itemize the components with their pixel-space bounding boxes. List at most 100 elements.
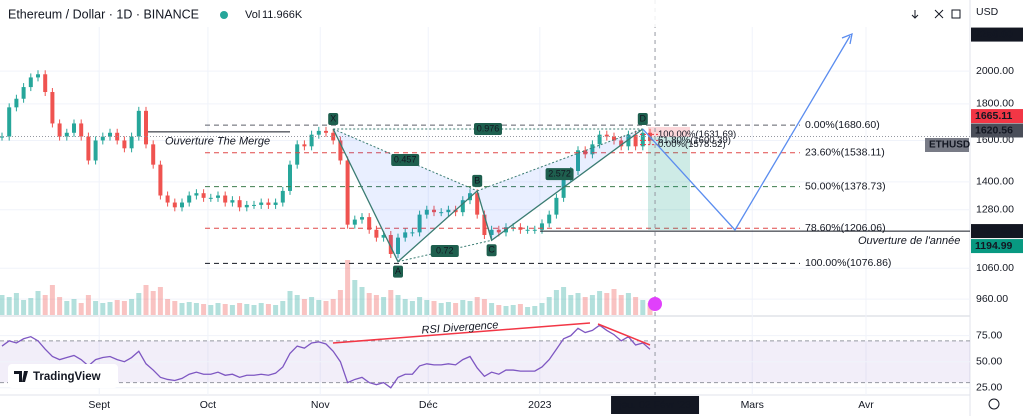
volume-bar [417, 297, 423, 315]
icon-close[interactable] [934, 9, 944, 19]
logo-icon [14, 371, 28, 382]
volume-bar [582, 297, 588, 315]
candle [511, 227, 516, 229]
candle [619, 140, 624, 147]
candle [388, 234, 393, 254]
candle [50, 92, 55, 124]
ratio-box [430, 244, 459, 257]
candle [482, 214, 487, 235]
volume-bar [510, 305, 516, 315]
candle [129, 136, 134, 149]
logo-box [8, 364, 118, 388]
price-label-box [971, 27, 1023, 42]
volume-bar [381, 297, 387, 315]
candle [367, 217, 372, 230]
volume-bar [64, 301, 70, 315]
cursor-box [611, 396, 700, 414]
volume-bar [625, 293, 631, 315]
candle [43, 74, 48, 93]
projection [642, 32, 853, 232]
volume-bar [618, 295, 624, 315]
candle [252, 204, 256, 206]
rsi-tick-label: 75.00 [976, 329, 1002, 341]
volume-bar [481, 299, 487, 315]
volume-bar [438, 303, 444, 315]
volume-bar [28, 298, 34, 315]
candle [187, 195, 192, 203]
rsi-divergence [332, 322, 651, 346]
symbol-tag-box [925, 138, 969, 152]
fib-label: 78.60%(1206.06) [805, 222, 886, 234]
logo: TradingView [33, 371, 101, 383]
ratio-box [391, 153, 420, 166]
price-label-box [971, 109, 1023, 124]
y-tick-label: 1800.00 [976, 98, 1014, 110]
volume-bar [273, 305, 279, 315]
candle [237, 200, 242, 208]
status-dot [220, 11, 228, 19]
small-fib-label: 0.00%(1578.52) [658, 139, 726, 150]
icon-down[interactable] [911, 10, 919, 19]
candle [309, 134, 314, 147]
settings-icon[interactable] [988, 398, 1000, 410]
volume-bar [424, 300, 430, 315]
fib-label: 50.00%(1378.73) [805, 180, 886, 192]
y-tick-label: 1400.00 [976, 176, 1014, 188]
candle [489, 229, 494, 235]
candle [28, 77, 33, 88]
header-icons[interactable] [911, 9, 961, 19]
event-icon [648, 297, 662, 311]
candle [259, 202, 264, 205]
volume-bar [647, 303, 653, 315]
y-tick-label: 2000.00 [976, 65, 1014, 77]
volume-bar [136, 293, 142, 315]
candle [280, 190, 285, 203]
candle [396, 237, 400, 254]
candle [14, 98, 19, 108]
volume-bar [611, 289, 617, 315]
volume-bar [316, 300, 322, 315]
volume-bar [373, 295, 379, 315]
volume-bar [640, 300, 646, 315]
volume-bar [0, 295, 5, 315]
volume-bar [402, 299, 408, 315]
candle [64, 132, 69, 137]
candle [324, 130, 328, 133]
candle [288, 164, 292, 191]
candle [122, 140, 127, 149]
volume-bar [78, 303, 84, 315]
candle [432, 209, 436, 213]
volume-bar [251, 305, 257, 315]
icon-max[interactable] [951, 9, 961, 19]
candle [244, 204, 249, 208]
candle [266, 202, 271, 205]
candle [108, 132, 112, 137]
x-tick-label: Avr [858, 399, 874, 411]
candle [633, 134, 638, 147]
fib-label: 23.60%(1538.11) [805, 146, 885, 158]
volume-bar [568, 295, 574, 315]
volume-bar [445, 302, 451, 315]
volume-bar [71, 299, 77, 315]
volume-bar [517, 304, 523, 315]
small-fib-label: 61.80%(1600.39) [658, 135, 731, 146]
volume-bar [107, 302, 113, 315]
risk-zone [648, 127, 690, 137]
volume-bar [366, 293, 372, 315]
candle [626, 134, 631, 147]
volume-bar [21, 300, 27, 315]
candle [460, 200, 465, 213]
price-label: 1194.99 [975, 240, 1013, 252]
volume-bar [561, 287, 567, 315]
volume-bar [42, 295, 48, 315]
y-tick-label: 960.00 [976, 293, 1008, 305]
volume-bar [13, 293, 19, 315]
volume-bar [359, 287, 365, 315]
candle [576, 150, 580, 172]
candle [345, 160, 350, 225]
candle [208, 197, 213, 199]
x-tick-label: Nov [311, 399, 330, 411]
volume-bar [121, 301, 127, 315]
price-label: 2250.00 [975, 28, 1013, 40]
